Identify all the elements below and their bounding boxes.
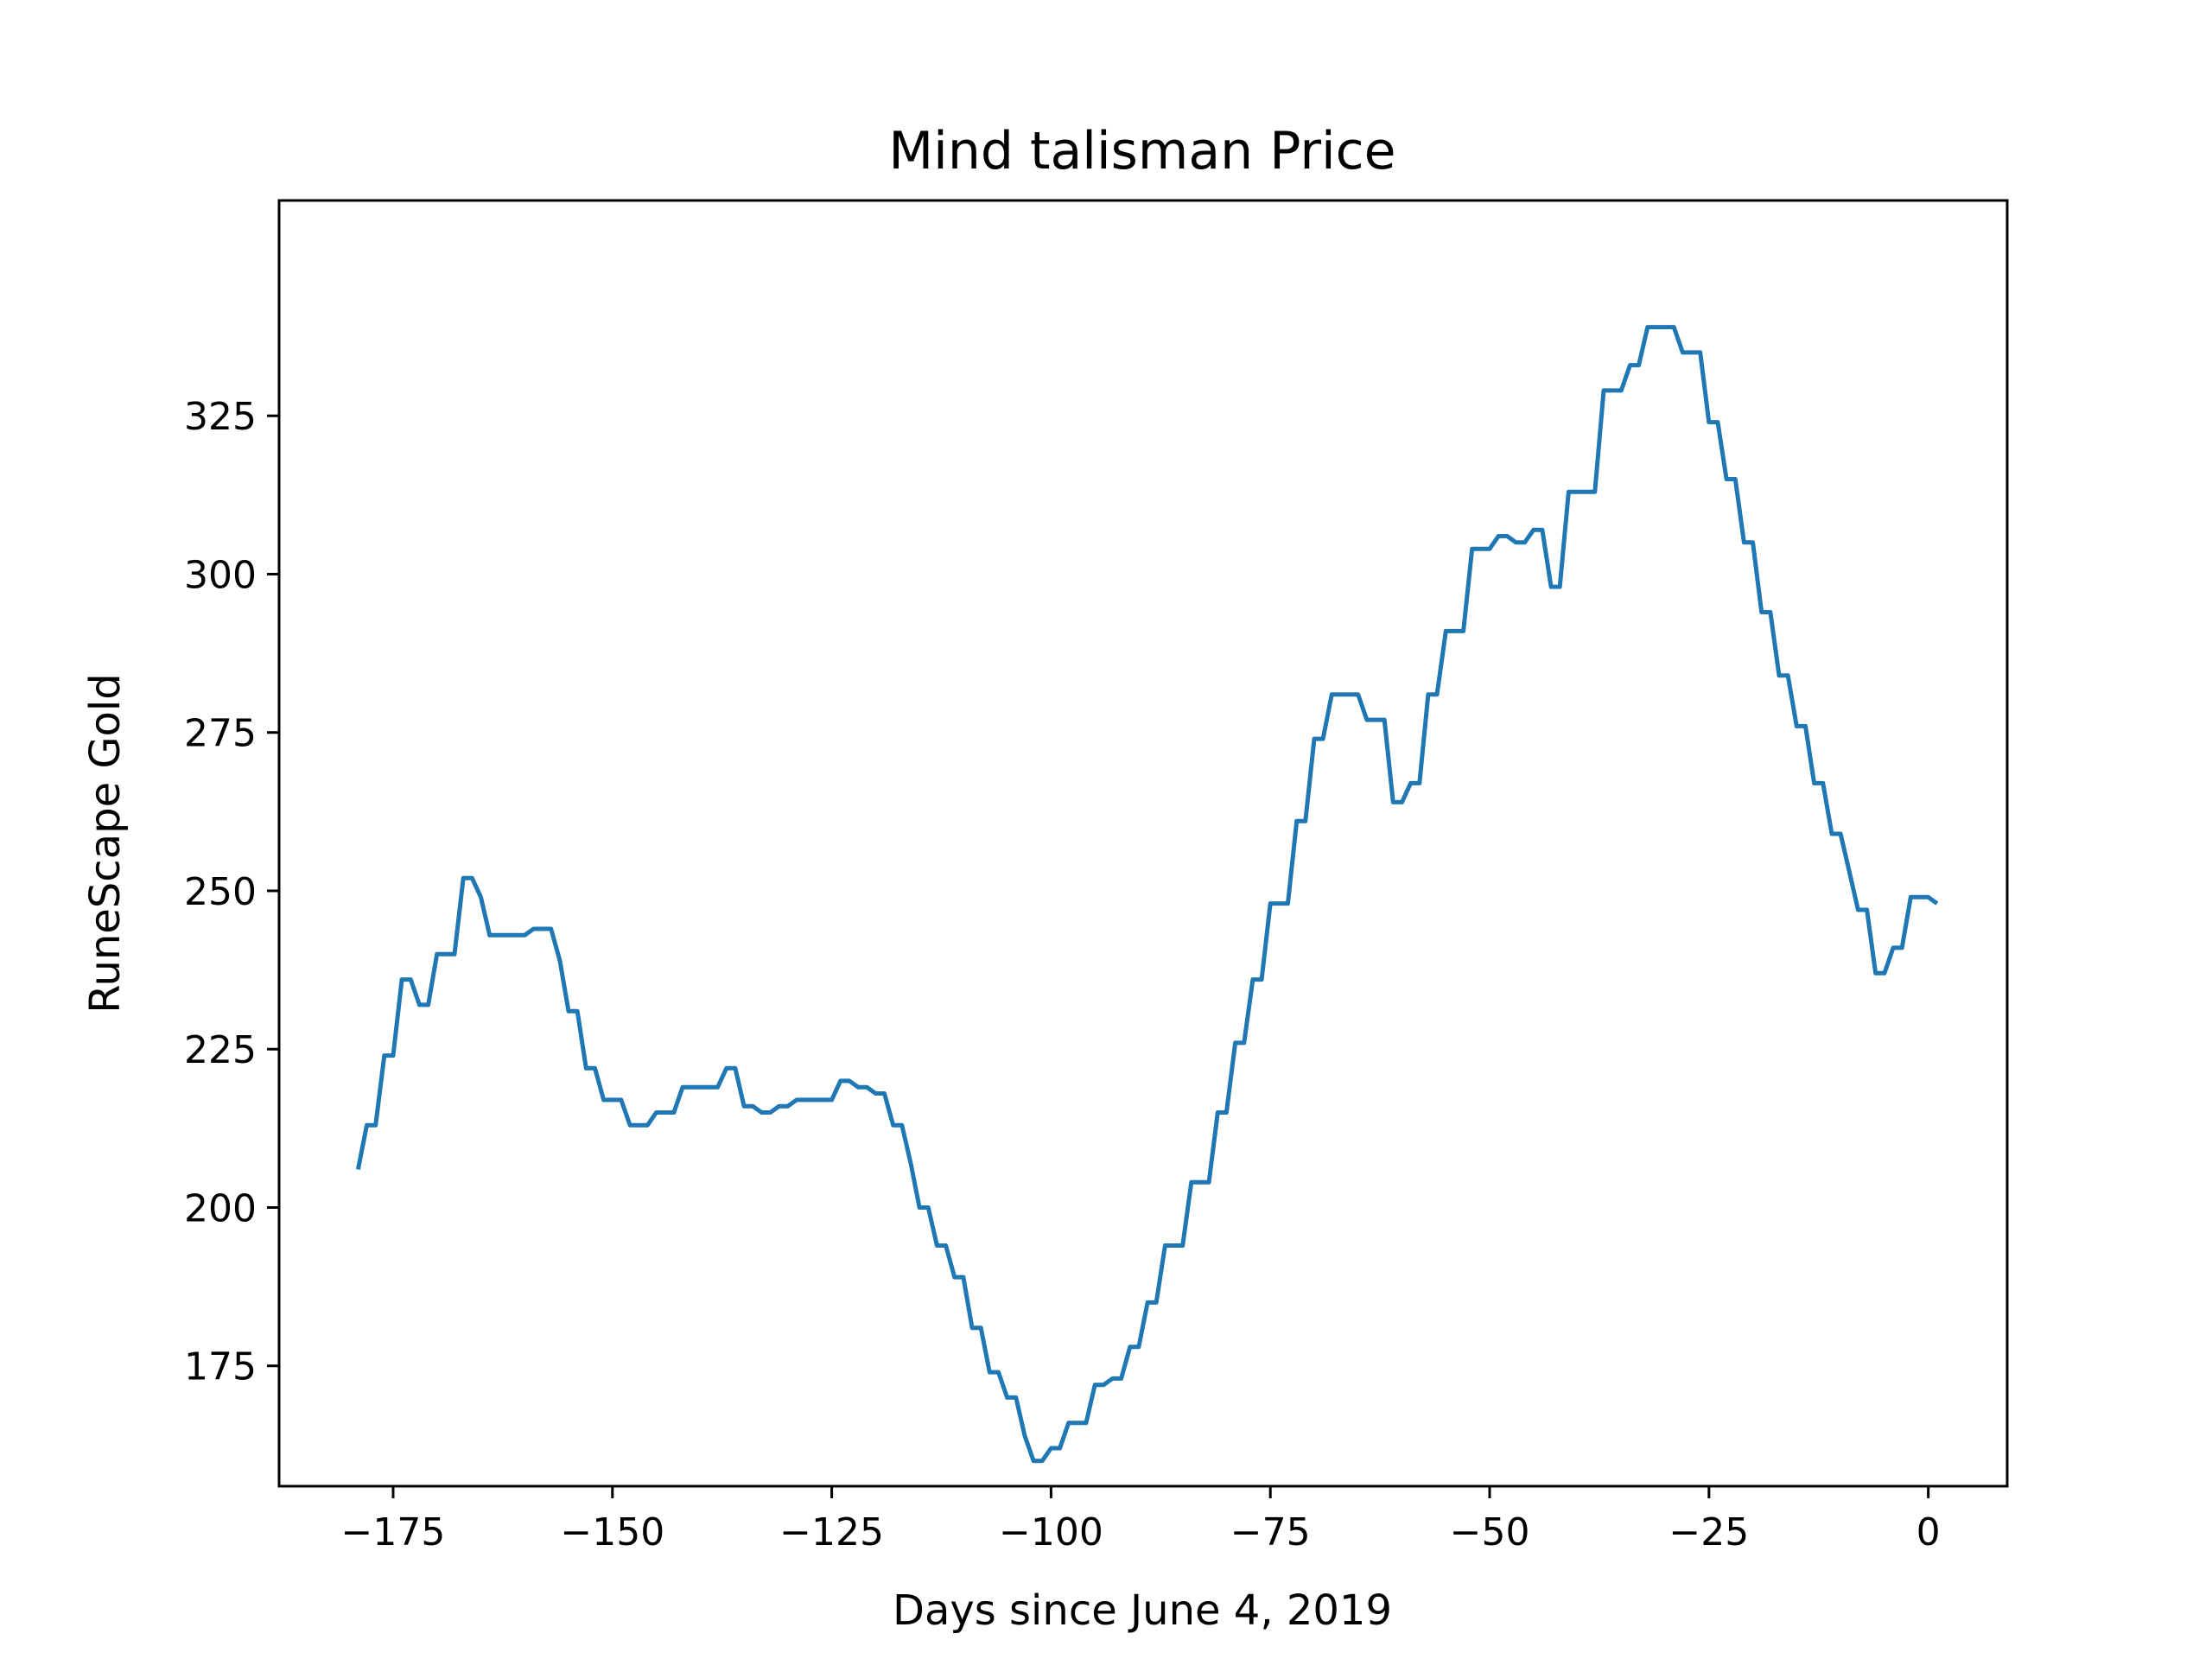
plot-frame: [277, 199, 2009, 1488]
x-axis-label: Days since June 4, 2019: [893, 1586, 1392, 1635]
y-tick-label: 300: [184, 553, 257, 597]
x-tick-label: −175: [341, 1510, 446, 1554]
x-tick-label: −25: [1669, 1510, 1749, 1554]
x-axis: −175 −150 −125 −100 −75 −50 −25 0: [341, 1486, 1941, 1554]
y-tick-label: 325: [184, 395, 257, 439]
x-tick-label: −100: [999, 1510, 1103, 1554]
x-tick-label: −125: [779, 1510, 884, 1554]
x-tick-label: −50: [1450, 1510, 1530, 1554]
y-axis-label: RuneScape Gold: [81, 673, 130, 1013]
series-line-0: [355, 325, 1939, 1464]
y-tick-label: 275: [184, 712, 257, 756]
plot-area: [355, 325, 1939, 1464]
x-tick-label: −150: [560, 1510, 664, 1554]
y-tick-label: 250: [184, 870, 257, 914]
y-axis: 175 200 225 250 275 300 325: [184, 395, 279, 1389]
x-tick-label: −75: [1230, 1510, 1311, 1554]
y-tick-label: 225: [184, 1028, 257, 1072]
x-tick-label: 0: [1916, 1510, 1941, 1554]
y-tick-label: 200: [184, 1186, 257, 1230]
y-tick-label: 175: [184, 1345, 257, 1389]
chart-title: Mind talisman Price: [888, 121, 1395, 181]
